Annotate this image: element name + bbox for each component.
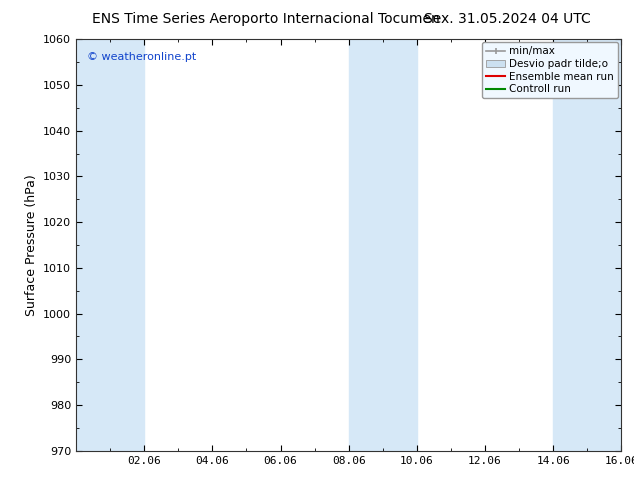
Bar xyxy=(349,39,417,451)
Legend: min/max, Desvio padr tilde;o, Ensemble mean run, Controll run: min/max, Desvio padr tilde;o, Ensemble m… xyxy=(482,42,618,98)
Text: ENS Time Series Aeroporto Internacional Tocumen: ENS Time Series Aeroporto Internacional … xyxy=(93,12,440,26)
Text: Sex. 31.05.2024 04 UTC: Sex. 31.05.2024 04 UTC xyxy=(424,12,591,26)
Bar xyxy=(76,39,144,451)
Text: © weatheronline.pt: © weatheronline.pt xyxy=(87,51,197,62)
Y-axis label: Surface Pressure (hPa): Surface Pressure (hPa) xyxy=(25,174,37,316)
Bar xyxy=(553,39,621,451)
